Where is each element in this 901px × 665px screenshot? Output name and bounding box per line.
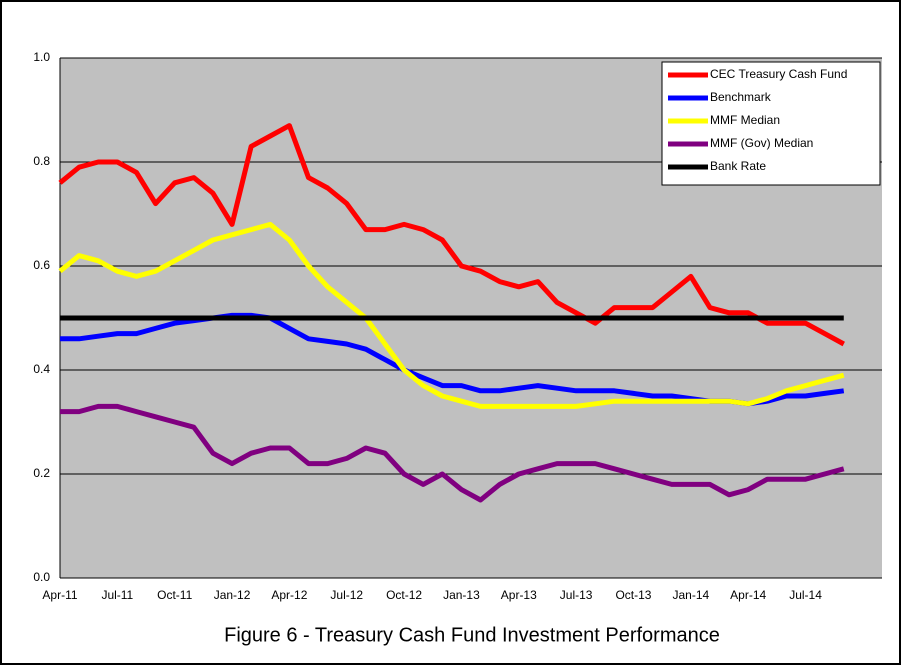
y-tick-label: 0.4	[33, 362, 50, 376]
x-tick-label: Jan-12	[214, 588, 251, 602]
y-tick-label: 0.6	[33, 258, 50, 272]
legend-label: MMF Median	[710, 113, 780, 127]
x-tick-label: Apr-11	[42, 588, 77, 602]
x-tick-label: Oct-11	[157, 588, 192, 602]
x-tick-label: Apr-12	[271, 588, 307, 602]
x-tick-label: Jul-11	[101, 588, 133, 602]
legend-label: Benchmark	[710, 90, 772, 104]
y-tick-label: 0.2	[33, 466, 50, 480]
legend-label: Bank Rate	[710, 159, 766, 173]
x-tick-label: Apr-13	[501, 588, 537, 602]
legend-label: CEC Treasury Cash Fund	[710, 67, 847, 81]
series-line	[60, 403, 845, 503]
x-tick-label: Jul-13	[560, 588, 593, 602]
series-line	[58, 221, 845, 409]
x-tick-label: Apr-14	[730, 588, 766, 602]
y-tick-label: 1.0	[33, 50, 50, 64]
series-line	[58, 123, 845, 347]
y-tick-label: 0.8	[33, 154, 50, 168]
x-tick-label: Jul-12	[330, 588, 363, 602]
x-tick-label: Jan-13	[443, 588, 480, 602]
x-tick-label: Jan-14	[672, 588, 709, 602]
x-tick-label: Oct-13	[615, 588, 651, 602]
legend-label: MMF (Gov) Median	[710, 136, 813, 150]
x-tick-label: Jul-14	[789, 588, 822, 602]
chart-title: Figure 6 - Treasury Cash Fund Investment…	[224, 624, 720, 646]
x-tick-label: Oct-12	[386, 588, 422, 602]
y-tick-label: 0.0	[33, 570, 50, 584]
